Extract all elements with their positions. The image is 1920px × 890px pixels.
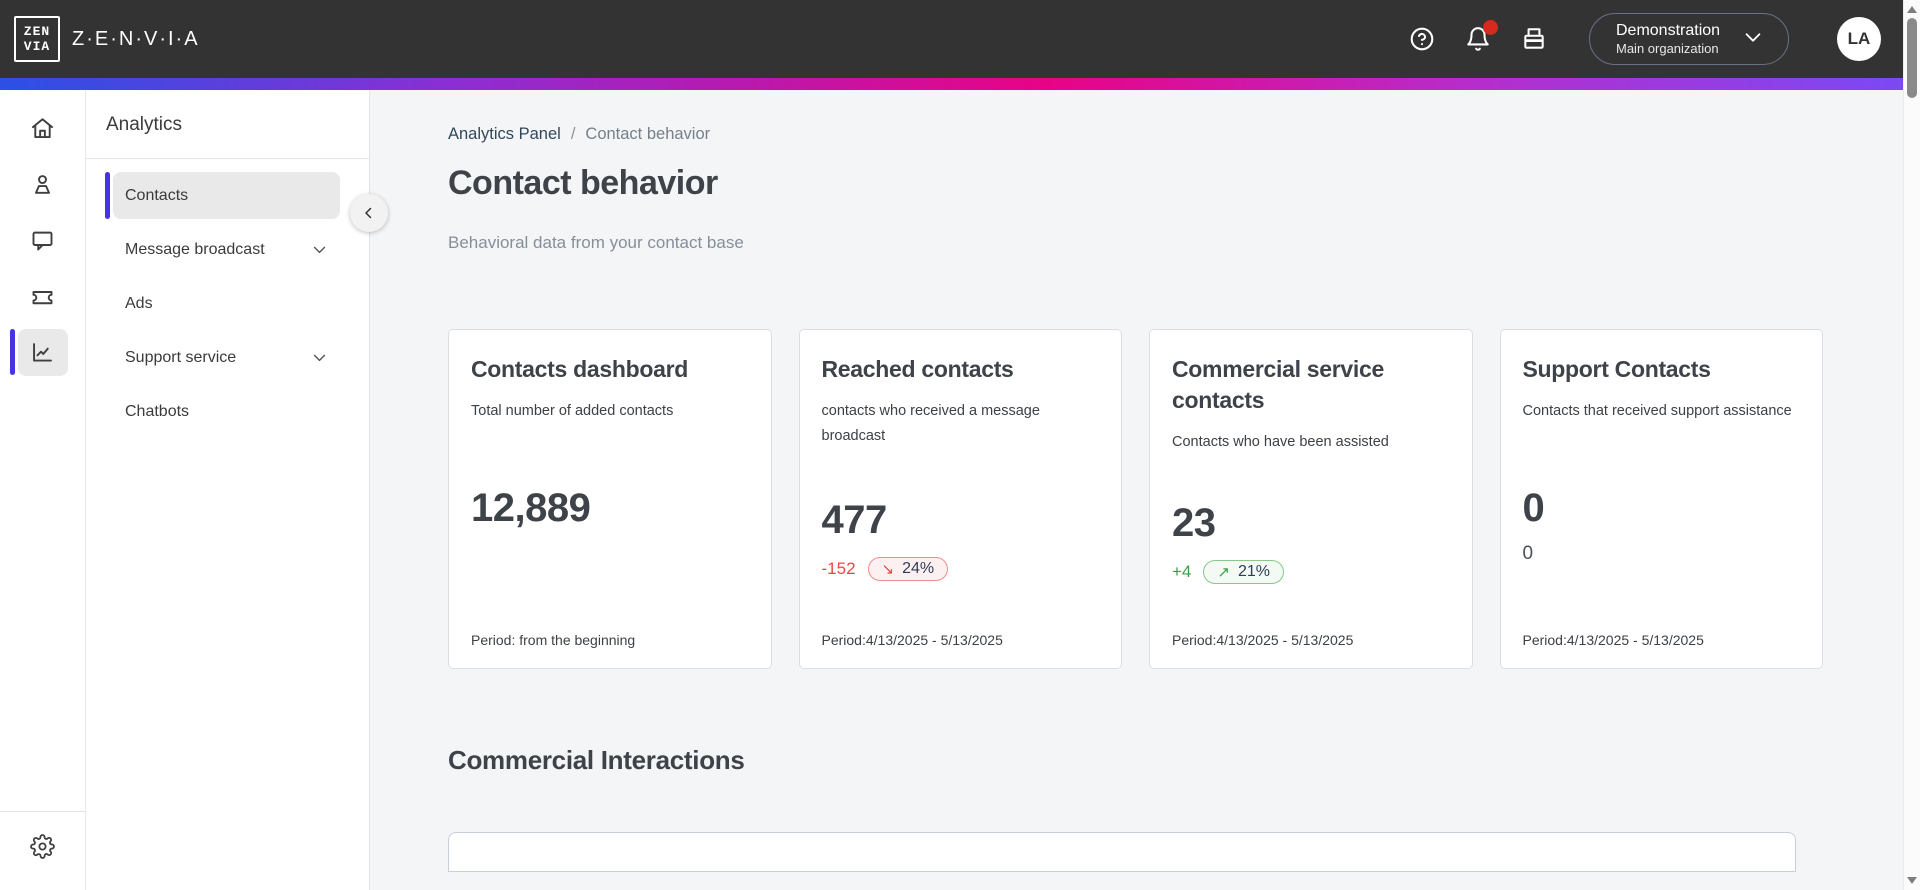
rail-item-tickets[interactable] bbox=[0, 268, 86, 324]
vertical-scrollbar[interactable] bbox=[1903, 0, 1920, 890]
panel-menu: Contacts Message broadcast Ads bbox=[86, 159, 369, 435]
card-description: Total number of added contacts bbox=[471, 403, 674, 420]
menu-item-label: Message broadcast bbox=[125, 240, 265, 258]
brand-wordmark: Z·E·N·V·I·A bbox=[72, 27, 200, 50]
card-title: Support Contacts bbox=[1522, 356, 1711, 382]
menu-item-label: Ads bbox=[125, 294, 153, 312]
metric-value: 23 bbox=[1172, 501, 1216, 546]
commercial-interactions-card-stub bbox=[448, 832, 1796, 872]
logo-text-bottom: VIA bbox=[23, 38, 51, 54]
metric-cards-row: Contacts dashboard Total number of added… bbox=[448, 329, 1823, 669]
breadcrumb-current: Contact behavior bbox=[585, 125, 711, 143]
chevron-down-icon bbox=[311, 349, 328, 366]
metric-value: 477 bbox=[821, 498, 888, 543]
menu-item-support-service[interactable]: Support service bbox=[113, 334, 340, 381]
menu-item-ads[interactable]: Ads bbox=[113, 280, 340, 327]
analytics-panel: Analytics Contacts Message broadcast bbox=[86, 90, 388, 890]
secondary-value: 0 bbox=[1522, 542, 1534, 564]
printer-icon[interactable] bbox=[1521, 26, 1547, 52]
card-description: Contacts who have been assisted bbox=[1172, 434, 1389, 451]
organization-subtitle: Main organization bbox=[1616, 40, 1719, 56]
breadcrumb: Analytics Panel / Contact behavior bbox=[448, 125, 1823, 144]
trend-badge-up: ↗ 21% bbox=[1203, 560, 1284, 585]
menu-row: Chatbots bbox=[105, 388, 340, 435]
menu-item-chatbots[interactable]: Chatbots bbox=[113, 388, 340, 435]
card-description: contacts who received a message broadcas… bbox=[821, 403, 1040, 445]
chevron-left-icon bbox=[365, 207, 372, 219]
scroll-up-icon[interactable] bbox=[1907, 6, 1917, 13]
person-icon bbox=[18, 161, 68, 208]
active-indicator bbox=[105, 172, 110, 219]
card-description: Contacts that received support assistanc… bbox=[1522, 403, 1792, 420]
rail-item-home[interactable] bbox=[0, 100, 86, 156]
menu-item-label: Chatbots bbox=[125, 402, 190, 420]
main-content: Analytics Panel / Contact behavior Conta… bbox=[370, 90, 1903, 890]
card-title: Reached contacts bbox=[821, 356, 1014, 382]
zenvia-logo-icon[interactable]: ZEN VIA bbox=[14, 16, 60, 62]
organization-name: Demonstration bbox=[1616, 21, 1721, 39]
line-chart-icon bbox=[17, 328, 68, 376]
menu-item-label: Contacts bbox=[125, 186, 189, 204]
rail-item-contacts[interactable] bbox=[0, 156, 86, 212]
delta-value: +4 bbox=[1172, 562, 1192, 582]
chevron-down-icon bbox=[1742, 26, 1764, 53]
rail-item-conversations[interactable] bbox=[0, 212, 86, 268]
menu-row: Support service bbox=[105, 334, 340, 381]
card-support-contacts: Support Contacts Contacts that received … bbox=[1499, 329, 1823, 669]
card-period: Period:4/13/2025 - 5/13/2025 bbox=[821, 631, 1003, 648]
rail-bottom bbox=[0, 811, 86, 890]
card-commercial-service-contacts: Commercial service contacts Contacts who… bbox=[1149, 329, 1473, 669]
chevron-down-icon bbox=[311, 241, 328, 258]
topbar-actions: Demonstration Main organization LA bbox=[1409, 13, 1881, 65]
rail-item-analytics[interactable] bbox=[0, 324, 86, 380]
card-title: Commercial service contacts bbox=[1172, 356, 1384, 414]
scrollbar-thumb[interactable] bbox=[1907, 18, 1917, 98]
notification-badge bbox=[1483, 20, 1498, 35]
card-title: Contacts dashboard bbox=[471, 356, 688, 382]
panel-divider bbox=[86, 158, 369, 159]
notifications-bell-icon[interactable] bbox=[1465, 20, 1498, 52]
metric-value: 0 bbox=[1522, 485, 1545, 530]
gear-icon[interactable] bbox=[30, 834, 55, 864]
card-contacts-dashboard: Contacts dashboard Total number of added… bbox=[448, 329, 772, 669]
card-period: Period: from the beginning bbox=[471, 631, 636, 648]
logo-text-top: ZEN bbox=[23, 23, 51, 39]
collapse-panel-button[interactable] bbox=[350, 194, 388, 232]
menu-row: Contacts bbox=[105, 172, 340, 219]
home-icon bbox=[18, 105, 68, 152]
help-icon[interactable] bbox=[1409, 26, 1435, 52]
chat-bubble-icon bbox=[18, 217, 68, 264]
section-title-commercial-interactions: Commercial Interactions bbox=[448, 745, 745, 775]
nav-rail bbox=[0, 90, 86, 890]
breadcrumb-analytics-panel[interactable]: Analytics Panel bbox=[448, 125, 561, 143]
trend-up-arrow-icon: ↗ bbox=[1217, 564, 1230, 582]
breadcrumb-separator: / bbox=[570, 125, 576, 143]
brand-gradient-bar bbox=[0, 78, 1903, 90]
metric-value: 12,889 bbox=[471, 485, 591, 530]
menu-item-label: Support service bbox=[125, 348, 237, 366]
trend-down-arrow-icon: ↘ bbox=[881, 561, 895, 579]
top-bar: ZEN VIA Z·E·N·V·I·A bbox=[0, 0, 1903, 78]
menu-item-message-broadcast[interactable]: Message broadcast bbox=[113, 226, 340, 273]
delta-value: -152 bbox=[821, 559, 856, 579]
card-reached-contacts: Reached contacts contacts who received a… bbox=[798, 329, 1122, 669]
ticket-icon bbox=[18, 273, 68, 320]
card-period: Period:4/13/2025 - 5/13/2025 bbox=[1522, 631, 1704, 648]
trend-badge-down: ↘ 24% bbox=[867, 557, 949, 582]
delta-percent: 24% bbox=[902, 560, 935, 578]
menu-row: Ads bbox=[105, 280, 340, 327]
card-period: Period:4/13/2025 - 5/13/2025 bbox=[1172, 632, 1354, 648]
page-subtitle: Behavioral data from your contact base bbox=[448, 233, 744, 252]
page-title: Contact behavior bbox=[448, 164, 718, 202]
organization-switcher[interactable]: Demonstration Main organization bbox=[1589, 13, 1789, 65]
menu-row: Message broadcast bbox=[105, 226, 340, 273]
delta-percent: 21% bbox=[1237, 563, 1270, 581]
user-avatar[interactable]: LA bbox=[1837, 17, 1881, 61]
scroll-down-icon[interactable] bbox=[1907, 877, 1917, 884]
menu-item-contacts[interactable]: Contacts bbox=[113, 172, 340, 219]
panel-title: Analytics bbox=[106, 114, 183, 135]
